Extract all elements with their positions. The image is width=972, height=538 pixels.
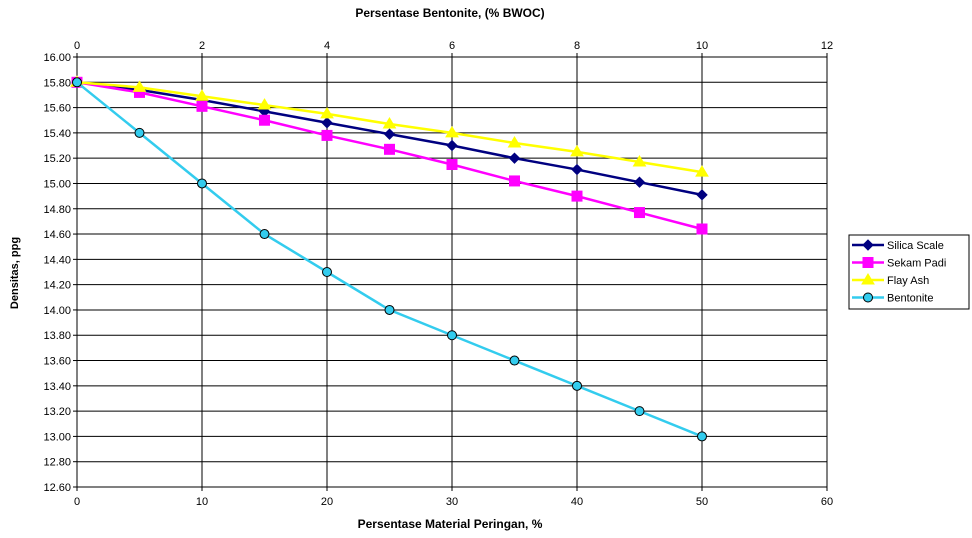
data-point — [509, 355, 520, 366]
x-tick-label: 40 — [571, 496, 583, 508]
data-point — [445, 125, 459, 138]
legend-marker — [862, 239, 874, 251]
gridlines — [76, 56, 828, 488]
data-point — [321, 129, 333, 141]
series-bentonite — [72, 77, 707, 442]
x-tick-label: 10 — [196, 496, 208, 508]
series-layer — [70, 75, 709, 442]
y-tick-label: 13.00 — [43, 431, 71, 443]
y-tick-label: 13.20 — [43, 406, 71, 418]
legend: Silica Scale Sekam Padi Flay Ash Bentonite — [848, 234, 970, 310]
top-x-tick-label: 12 — [821, 40, 833, 52]
top-x-tick-label: 10 — [696, 40, 708, 52]
data-point — [570, 144, 584, 157]
legend-marker — [861, 273, 875, 285]
data-point — [72, 77, 82, 88]
data-point — [572, 380, 582, 391]
top-x-axis-ticks: 0 2 4 6 8 10 12 — [74, 40, 833, 57]
data-point — [571, 190, 583, 202]
y-tick-label: 15.40 — [43, 128, 71, 140]
data-point — [384, 143, 395, 155]
data-point — [259, 114, 270, 126]
y-tick-label: 12.60 — [43, 482, 71, 494]
y-tick-label: 12.80 — [43, 457, 71, 469]
data-point — [320, 106, 334, 119]
data-point — [195, 89, 209, 101]
legend-label: Flay Ash — [887, 275, 929, 287]
x-tick-label: 60 — [821, 496, 833, 508]
data-point — [509, 175, 520, 187]
data-point — [259, 229, 270, 240]
y-tick-label: 14.40 — [43, 254, 71, 266]
y-axis-ticks: 12.60 12.80 13.00 13.20 13.40 13.60 13.80 14.00… — [43, 52, 77, 494]
top-x-tick-label: 2 — [199, 40, 205, 52]
y-tick-label: 15.60 — [43, 103, 71, 115]
y-tick-label: 14.20 — [43, 280, 71, 292]
top-axis-label: Persentase Bentonite, (% BWOC) — [355, 6, 544, 20]
x-tick-label: 0 — [74, 496, 80, 508]
y-axis-label: Densitas, ppg — [9, 237, 21, 309]
data-point — [696, 189, 708, 201]
x-axis-ticks: 0 10 20 30 40 50 60 — [74, 487, 833, 508]
data-point — [633, 176, 646, 188]
data-point — [447, 330, 457, 341]
y-tick-label: 15.80 — [43, 77, 71, 89]
data-point — [257, 98, 272, 110]
data-point — [197, 178, 207, 189]
top-x-tick-label: 6 — [449, 40, 455, 52]
legend-item: Silica Scale — [852, 239, 944, 252]
legend-label: Bentonite — [887, 293, 933, 305]
data-point — [697, 431, 707, 442]
x-tick-label: 30 — [446, 496, 458, 508]
top-x-tick-label: 8 — [574, 40, 580, 52]
data-point — [507, 136, 522, 148]
y-tick-label: 13.40 — [43, 381, 71, 393]
data-point — [134, 127, 145, 138]
y-tick-label: 14.00 — [43, 305, 71, 317]
series-flay-ash — [70, 75, 709, 177]
data-point — [196, 100, 208, 112]
data-point — [696, 223, 708, 235]
legend-item: Flay Ash — [852, 273, 929, 287]
data-point — [383, 128, 396, 140]
data-point — [132, 80, 147, 92]
data-point — [384, 304, 395, 315]
legend-item: Bentonite — [852, 292, 933, 305]
data-point — [321, 117, 333, 129]
series-silica-scale — [71, 76, 708, 201]
data-point — [571, 163, 583, 176]
y-tick-label: 16.00 — [43, 52, 71, 64]
legend-item: Sekam Padi — [852, 257, 946, 270]
data-point — [632, 154, 647, 167]
data-point — [695, 165, 709, 177]
data-point — [508, 152, 521, 164]
x-tick-label: 20 — [321, 496, 333, 508]
y-tick-label: 13.80 — [43, 330, 71, 342]
legend-marker — [862, 257, 874, 268]
legend-label: Silica Scale — [887, 240, 944, 252]
top-x-tick-label: 0 — [74, 40, 80, 52]
y-tick-label: 15.00 — [43, 178, 71, 190]
data-point — [634, 406, 645, 417]
x-axis-label: Persentase Material Peringan, % — [358, 517, 543, 531]
y-tick-label: 14.60 — [43, 229, 71, 241]
legend-marker — [863, 292, 873, 303]
data-point — [634, 207, 645, 219]
data-point — [382, 117, 397, 129]
x-tick-label: 50 — [696, 496, 708, 508]
data-point — [322, 267, 332, 277]
y-tick-label: 13.60 — [43, 356, 71, 368]
legend-label: Sekam Padi — [887, 258, 946, 270]
y-tick-label: 15.20 — [43, 153, 71, 165]
data-point — [446, 159, 458, 170]
top-x-tick-label: 4 — [324, 40, 330, 52]
y-tick-label: 14.80 — [43, 204, 71, 216]
data-point — [446, 139, 458, 152]
